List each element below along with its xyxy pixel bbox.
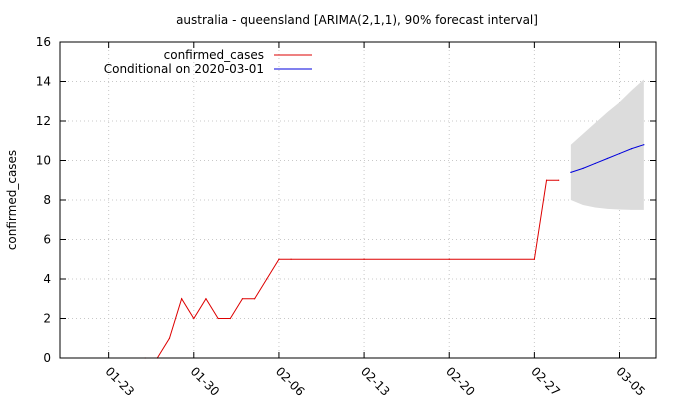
y-tick-label: 2 — [43, 312, 51, 326]
y-tick-label: 12 — [36, 114, 51, 128]
chart-title: australia - queensland [ARIMA(2,1,1), 90… — [176, 13, 538, 27]
data-point — [229, 317, 231, 320]
series-layer — [144, 144, 645, 359]
grid — [60, 42, 656, 358]
data-point — [594, 162, 596, 165]
y-tick-label: 10 — [36, 154, 51, 168]
x-tick-label: 02-06 — [273, 364, 308, 399]
data-point — [193, 317, 195, 320]
data-point — [181, 298, 183, 300]
data-point — [570, 171, 572, 173]
legend-label: Conditional on 2020-03-01 — [104, 62, 264, 76]
x-tick-label: 01-30 — [188, 364, 223, 399]
legend-label: confirmed_cases — [164, 48, 264, 62]
data-point — [205, 298, 207, 300]
data-point — [582, 167, 584, 169]
y-tick-label: 8 — [43, 193, 51, 207]
forecast-band-layer — [570, 79, 644, 210]
series-1 — [570, 144, 645, 173]
y-axis: 0 2 4 6 8 10 12 14 16 — [36, 35, 656, 365]
data-point — [606, 157, 608, 160]
y-tick-label: 0 — [43, 351, 51, 365]
data-point — [168, 337, 171, 339]
y-tick-label: 14 — [36, 75, 51, 89]
data-point — [254, 298, 256, 300]
y-tick-label: 16 — [36, 35, 51, 49]
data-point — [643, 144, 645, 146]
plot-frame — [59, 41, 657, 359]
data-point — [290, 258, 292, 260]
data-point — [363, 258, 365, 260]
data-point — [241, 298, 244, 300]
x-tick-label: 01-23 — [103, 364, 138, 399]
series-line — [145, 179, 559, 359]
y-axis-label: confirmed_cases — [5, 150, 19, 250]
data-point — [217, 317, 219, 320]
data-point — [618, 152, 621, 155]
y-tick-label: 6 — [43, 233, 51, 247]
data-point — [631, 148, 633, 150]
data-point — [558, 179, 560, 181]
data-point — [266, 278, 268, 280]
x-tick-label: 02-13 — [358, 364, 393, 399]
x-tick-label: 03-05 — [613, 364, 648, 399]
x-tick-label: 02-27 — [528, 364, 563, 399]
data-point — [448, 258, 450, 260]
y-tick-label: 4 — [43, 272, 51, 286]
forecast-interval-band — [570, 79, 644, 210]
series-0 — [144, 179, 560, 359]
data-point — [278, 258, 280, 260]
data-point — [545, 179, 548, 181]
x-tick-label: 02-20 — [443, 364, 478, 399]
x-axis: 01-23 01-30 02-06 02-13 02-20 02-27 03-05 — [103, 42, 648, 399]
data-point — [533, 258, 535, 260]
